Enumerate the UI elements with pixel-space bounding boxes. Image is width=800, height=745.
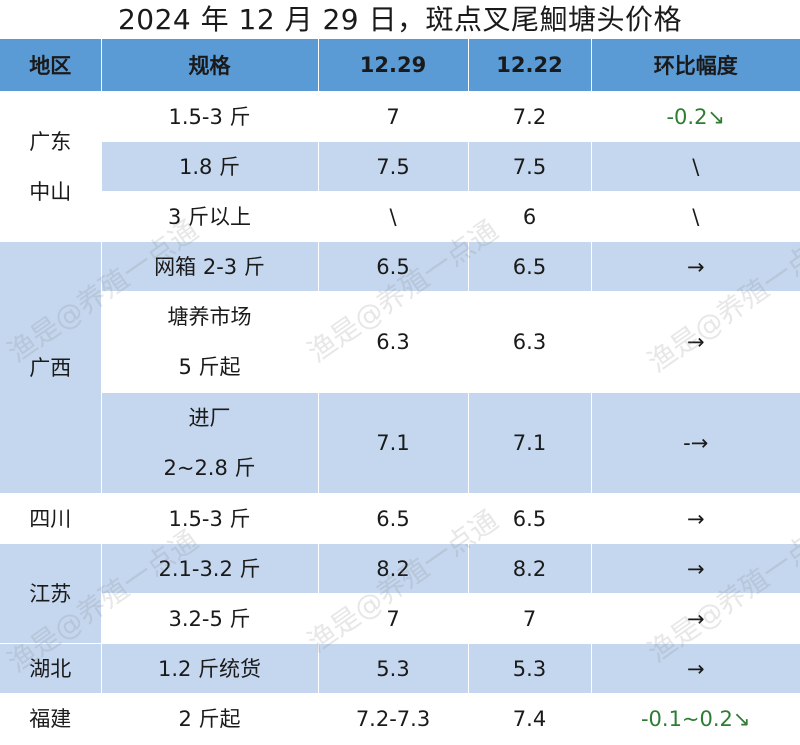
page-title: 2024 年 12 月 29 日，斑点叉尾鮰塘头价格: [117, 3, 683, 36]
price-1222-cell: 7.1: [468, 392, 592, 494]
change-cell: \: [591, 191, 800, 242]
price-1222-cell: 6.5: [468, 493, 592, 544]
price-table: 地区 规格 12.29 12.22 环比幅度 广东 中山 1.5-3 斤 7 7…: [0, 39, 800, 743]
price-1222-cell: 5.3: [468, 643, 592, 694]
change-cell: →: [591, 241, 800, 292]
spec-cell: 2 斤起: [101, 693, 319, 743]
table-row: 广东 中山 1.5-3 斤 7 7.2 -0.2↘: [0, 91, 800, 242]
region-cell: 湖北: [0, 643, 102, 694]
header-date-1222: 12.22: [468, 39, 592, 92]
table-row: 1.8 斤 7.5 7.5 \: [0, 141, 800, 192]
price-1229-cell: 7: [318, 593, 469, 644]
spec-cell: 1.2 斤统货: [101, 643, 319, 694]
region-label: 广东: [29, 129, 72, 154]
region-label: 中山: [29, 179, 72, 204]
price-1229-cell: 6.3: [318, 291, 469, 393]
price-1222-cell: 7: [468, 593, 592, 644]
table-row: 湖北 1.2 斤统货 5.3 5.3 →: [0, 643, 800, 694]
spec-cell: 3 斤以上: [101, 191, 319, 242]
price-1222-cell: 7.5: [468, 141, 592, 192]
spec-cell: 3.2-5 斤: [101, 593, 319, 644]
table-row: 福建 2 斤起 7.2-7.3 7.4 -0.1~0.2↘: [0, 693, 800, 743]
table-row: 江苏 2.1-3.2 斤 8.2 8.2 →: [0, 543, 800, 644]
price-1229-cell: 7.5: [318, 141, 469, 192]
region-cell: 福建: [0, 693, 102, 743]
price-1222-cell: 7.2: [468, 91, 592, 142]
region-cell: 广东 中山: [0, 91, 102, 242]
spec-cell: 进厂 2~2.8 斤: [101, 392, 319, 494]
price-1229-cell: \: [318, 191, 469, 242]
spec-line: 塘养市场: [167, 305, 252, 329]
spec-cell: 塘养市场 5 斤起: [101, 291, 319, 393]
change-cell: -→: [591, 392, 800, 494]
table-row: 进厂 2~2.8 斤 7.1 7.1 -→: [0, 392, 800, 494]
header-region: 地区: [0, 39, 102, 92]
price-1229-cell: 7.2-7.3: [318, 693, 469, 743]
price-1222-cell: 6: [468, 191, 592, 242]
price-1222-cell: 8.2: [468, 543, 592, 594]
change-cell: -0.1~0.2↘: [591, 693, 800, 743]
change-cell: \: [591, 141, 800, 192]
price-1222-cell: 6.5: [468, 241, 592, 292]
change-cell: →: [591, 543, 800, 594]
change-cell: →: [591, 493, 800, 544]
table-row: 广西 网箱 2-3 斤 6.5 6.5 →: [0, 241, 800, 494]
spec-cell: 1.5-3 斤: [101, 493, 319, 544]
spec-line: 进厂: [188, 406, 231, 430]
price-1229-cell: 6.5: [318, 493, 469, 544]
price-1229-cell: 7: [318, 91, 469, 142]
price-1222-cell: 7.4: [468, 693, 592, 743]
spec-cell: 1.5-3 斤: [101, 91, 319, 142]
spec-cell: 2.1-3.2 斤: [101, 543, 319, 594]
region-cell: 广西: [0, 241, 102, 494]
region-cell: 江苏: [0, 543, 102, 644]
price-1229-cell: 5.3: [318, 643, 469, 694]
header-date-1229: 12.29: [318, 39, 469, 92]
price-1229-cell: 8.2: [318, 543, 469, 594]
change-cell: →: [591, 291, 800, 393]
price-1222-cell: 6.3: [468, 291, 592, 393]
table-row: 3.2-5 斤 7 7 →: [0, 593, 800, 644]
header-spec: 规格: [101, 39, 319, 92]
change-cell: -0.2↘: [591, 91, 800, 142]
change-cell: →: [591, 593, 800, 644]
table-row: 3 斤以上 \ 6 \: [0, 191, 800, 242]
header-change: 环比幅度: [591, 39, 800, 92]
spec-cell: 网箱 2-3 斤: [101, 241, 319, 292]
price-1229-cell: 6.5: [318, 241, 469, 292]
spec-line: 5 斤起: [178, 355, 241, 379]
table-row: 四川 1.5-3 斤 6.5 6.5 →: [0, 493, 800, 544]
change-cell: →: [591, 643, 800, 694]
spec-line: 2~2.8 斤: [163, 456, 256, 480]
price-1229-cell: 7.1: [318, 392, 469, 494]
table-row: 塘养市场 5 斤起 6.3 6.3 →: [0, 291, 800, 393]
spec-cell: 1.8 斤: [101, 141, 319, 192]
table-header-row: 地区 规格 12.29 12.22 环比幅度: [0, 39, 800, 92]
region-cell: 四川: [0, 493, 102, 544]
